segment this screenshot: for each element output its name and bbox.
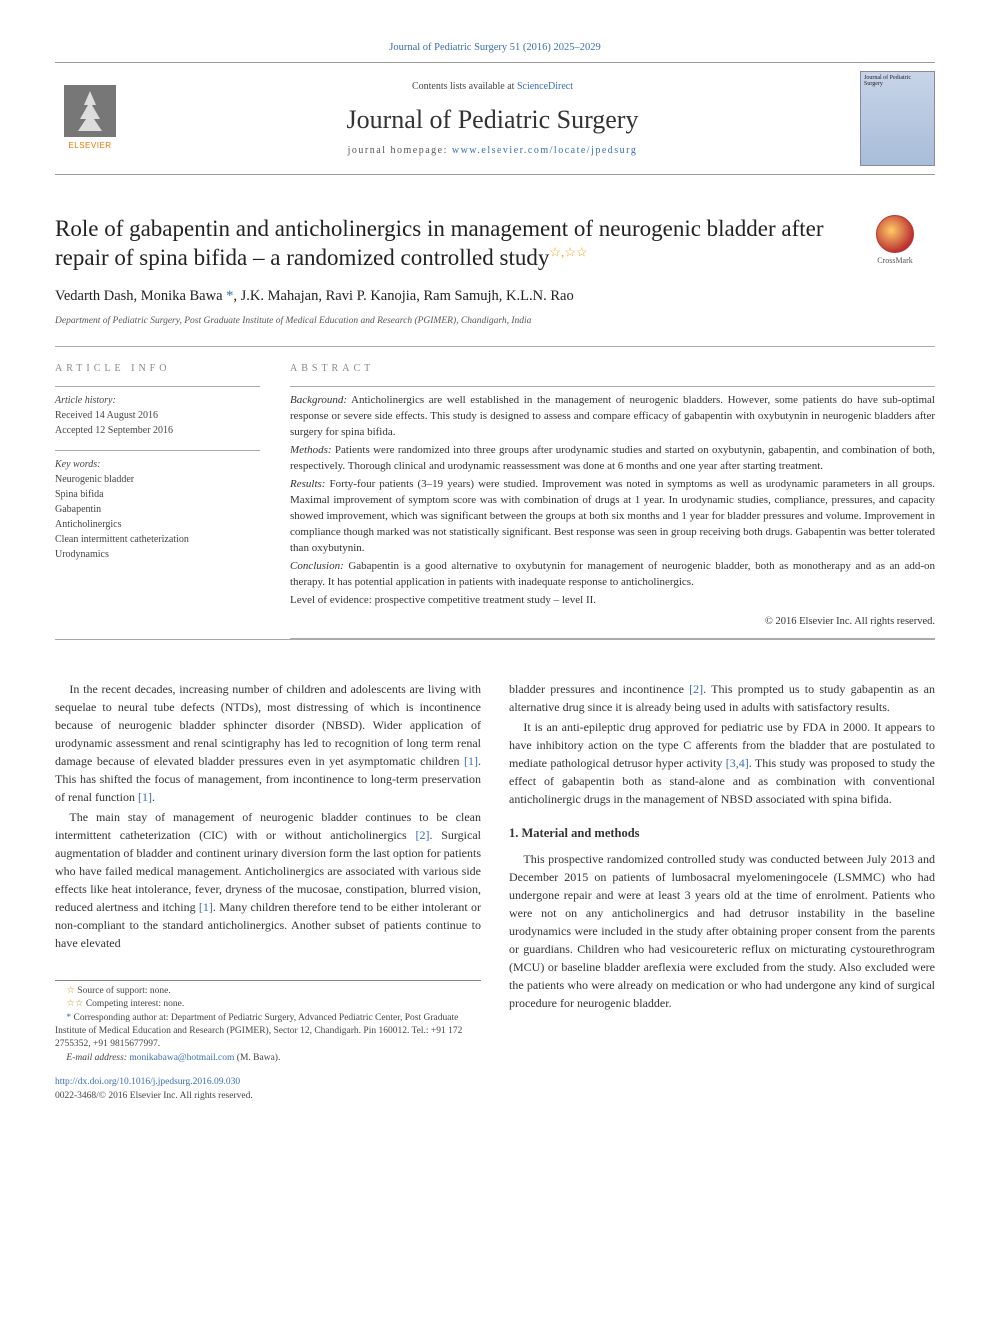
keyword: Neurogenic bladder <box>55 472 260 487</box>
journal-cover-thumb: Journal of Pediatric Surgery <box>860 71 935 166</box>
ref-link[interactable]: [1] <box>464 754 478 768</box>
cover-label: Journal of Pediatric Surgery <box>864 75 931 88</box>
abs-results-text: Forty-four patients (3–19 years) were st… <box>290 478 935 554</box>
footnotes-block: ☆ Source of support: none. ☆☆ Competing … <box>55 980 481 1103</box>
elsevier-wordmark: ELSEVIER <box>68 140 111 152</box>
intro-paragraph: bladder pressures and incontinence [2]. … <box>509 680 935 716</box>
keywords-block: Key words: Neurogenic bladder Spina bifi… <box>55 450 260 562</box>
crossmark-badge[interactable]: CrossMark <box>855 215 935 267</box>
crossmark-icon <box>876 215 914 253</box>
journal-title: Journal of Pediatric Surgery <box>125 100 860 139</box>
history-block: Article history: Received 14 August 2016… <box>55 386 260 438</box>
abs-level-evidence: Level of evidence: prospective competiti… <box>290 593 935 609</box>
keyword: Spina bifida <box>55 487 260 502</box>
keyword: Anticholinergics <box>55 517 260 532</box>
ref-link[interactable]: [2] <box>415 828 429 842</box>
intro-paragraph: In the recent decades, increasing number… <box>55 680 481 806</box>
issn-copyright: 0022-3468/© 2016 Elsevier Inc. All right… <box>55 1091 253 1101</box>
methods-paragraph: This prospective randomized controlled s… <box>509 850 935 1012</box>
abs-background-text: Anticholinergics are well established in… <box>290 394 935 438</box>
article-info-column: article info Article history: Received 1… <box>55 361 260 638</box>
corresponding-author-text: Corresponding author at: Department of P… <box>55 1013 462 1049</box>
journal-homepage-link[interactable]: www.elsevier.com/locate/jpedsurg <box>452 145 637 156</box>
running-header: Journal of Pediatric Surgery 51 (2016) 2… <box>55 40 935 56</box>
history-header: Article history: <box>55 395 116 406</box>
ref-link[interactable]: [2] <box>689 682 703 696</box>
divider <box>55 346 935 347</box>
abs-background-label: Background: <box>290 394 347 406</box>
elsevier-tree-icon <box>64 85 116 137</box>
top-citation-link[interactable]: Journal of Pediatric Surgery 51 (2016) 2… <box>389 42 601 53</box>
abstract-body: Background: Anticholinergics are well es… <box>290 386 935 638</box>
article-info-label: article info <box>55 361 260 376</box>
intro-paragraph: The main stay of management of neurogeni… <box>55 808 481 952</box>
ref-link[interactable]: [1] <box>199 900 213 914</box>
divider <box>55 639 935 640</box>
received-date: Received 14 August 2016 <box>55 410 158 421</box>
title-footnote-marks: ☆,☆☆ <box>549 244 587 259</box>
intro-paragraph: It is an anti-epileptic drug approved fo… <box>509 718 935 808</box>
sciencedirect-link[interactable]: ScienceDirect <box>517 81 573 92</box>
email-suffix: (M. Bawa). <box>234 1053 280 1063</box>
keywords-header: Key words: <box>55 459 100 470</box>
abs-conclusion-text: Gabapentin is a good alternative to oxyb… <box>290 560 935 588</box>
ref-link[interactable]: [3,4] <box>726 756 749 770</box>
footnote-text: Competing interest: none. <box>83 999 184 1009</box>
keyword: Urodynamics <box>55 547 260 562</box>
ref-link[interactable]: [1] <box>138 790 152 804</box>
abstract-label: abstract <box>290 361 935 376</box>
abstract-column: abstract Background: Anticholinergics ar… <box>290 361 935 638</box>
left-column: In the recent decades, increasing number… <box>55 680 481 1103</box>
email-label: E-mail address: <box>66 1053 129 1063</box>
abs-results-label: Results: <box>290 478 325 490</box>
right-column: bladder pressures and incontinence [2]. … <box>509 680 935 1103</box>
abs-methods-text: Patients were randomized into three grou… <box>290 444 935 472</box>
elsevier-logo: ELSEVIER <box>55 78 125 158</box>
author-list: Vedarth Dash, Monika Bawa *, J.K. Mahaja… <box>55 286 935 308</box>
affiliation: Department of Pediatric Surgery, Post Gr… <box>55 314 935 328</box>
divider <box>290 638 935 639</box>
email-link[interactable]: monikabawa@hotmail.com <box>129 1053 234 1063</box>
article-title: Role of gabapentin and anticholinergics … <box>55 215 840 273</box>
accepted-date: Accepted 12 September 2016 <box>55 425 173 436</box>
abs-conclusion-label: Conclusion: <box>290 560 344 572</box>
abs-methods-label: Methods: <box>290 444 332 456</box>
abstract-copyright: © 2016 Elsevier Inc. All rights reserved… <box>290 614 935 629</box>
footnote-mark: ☆☆ <box>66 999 83 1009</box>
methods-heading: 1. Material and methods <box>509 824 935 843</box>
header-band: ELSEVIER Contents lists available at Sci… <box>55 62 935 175</box>
journal-homepage: journal homepage: www.elsevier.com/locat… <box>125 143 860 158</box>
keyword: Clean intermittent catheterization <box>55 532 260 547</box>
crossmark-label: CrossMark <box>855 255 935 267</box>
contents-line: Contents lists available at ScienceDirec… <box>125 79 860 94</box>
keyword: Gabapentin <box>55 502 260 517</box>
doi-link[interactable]: http://dx.doi.org/10.1016/j.jpedsurg.201… <box>55 1077 240 1087</box>
body-columns: In the recent decades, increasing number… <box>55 680 935 1103</box>
footnote-mark: ☆ <box>66 986 75 996</box>
footnote-text: Source of support: none. <box>75 986 171 996</box>
